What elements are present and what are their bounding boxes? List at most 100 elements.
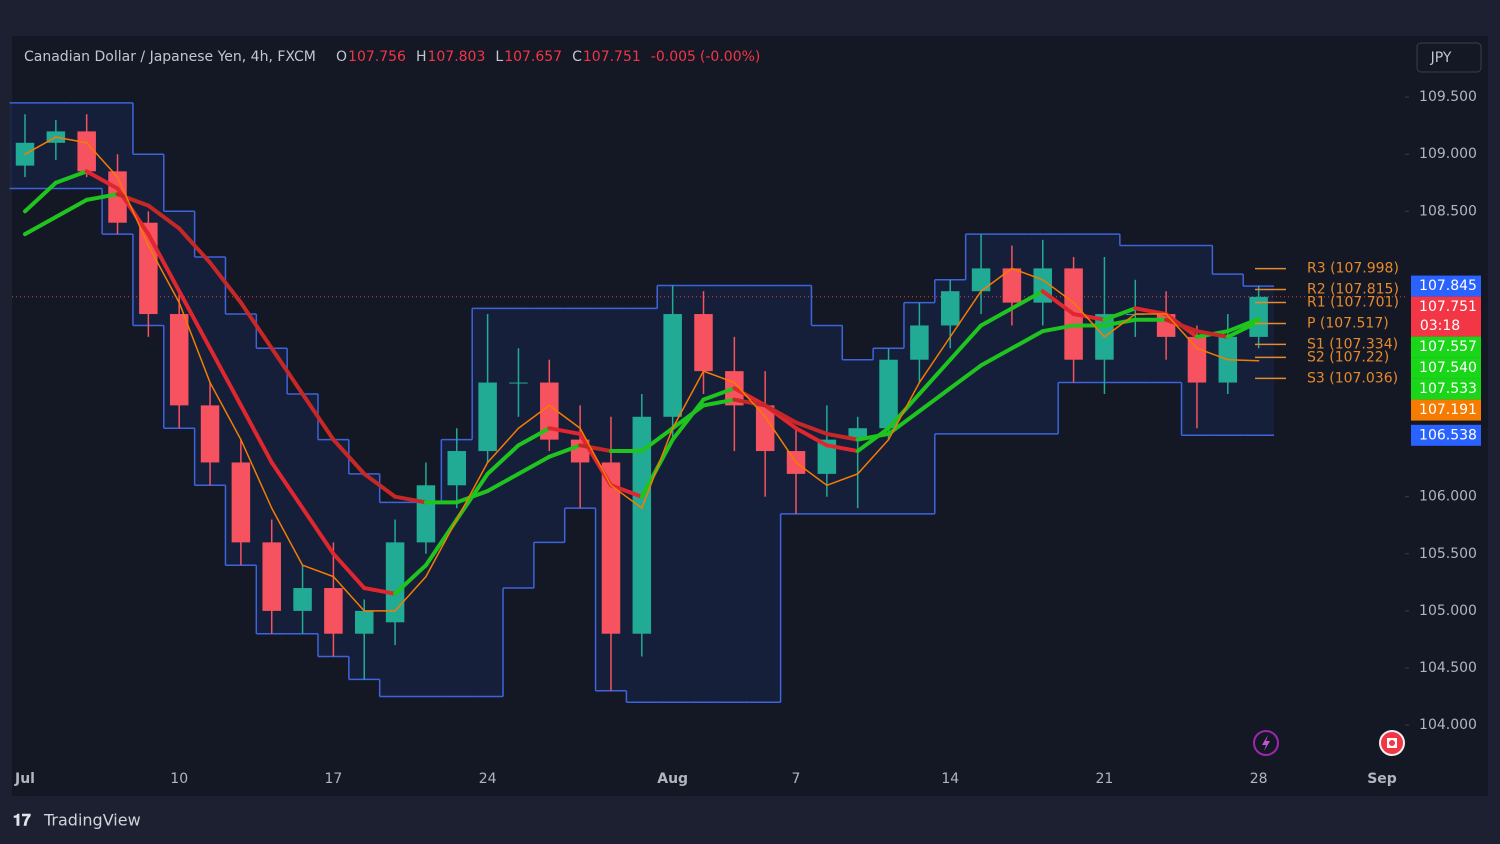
price-badge-label: 107.533 [1419, 381, 1477, 397]
moving-average [177, 289, 213, 351]
ohlc-readout: O 107.756 H 107.803 L 107.657 C 107.751 -0.005 (-… [336, 49, 760, 65]
pivot-label: R2 (107.815) [1307, 282, 1399, 298]
ohlc-value: 107.756 [348, 49, 406, 65]
moving-average [547, 426, 583, 436]
x-tick-label: Jul [14, 771, 35, 787]
change-percent: (-0.00%) [700, 49, 760, 65]
moving-average [608, 483, 644, 499]
y-tick-label: 105.500 [1419, 546, 1477, 562]
moving-average [1072, 301, 1106, 338]
price-badge [1411, 336, 1481, 358]
candle-body [231, 462, 251, 543]
candle-body [509, 382, 528, 384]
moving-average [53, 169, 89, 185]
moving-average [331, 437, 367, 476]
moving-average [178, 301, 211, 384]
moving-average [23, 215, 58, 237]
moving-average [425, 518, 458, 578]
price-badge [1411, 275, 1481, 297]
price-badge-label: 107.557 [1419, 339, 1477, 355]
pivot-label: P (107.517) [1307, 316, 1389, 332]
candle-body [1187, 336, 1207, 383]
moving-average [393, 494, 428, 505]
candle-body [293, 588, 312, 611]
price-badge-label: 107.751 [1419, 299, 1477, 315]
currency-button[interactable] [1416, 42, 1482, 73]
currency-label[interactable]: JPY [1430, 50, 1452, 66]
moving-average [795, 461, 828, 487]
moving-average [794, 426, 829, 448]
pivot-label: R3 (107.998) [1307, 261, 1399, 277]
candle-body [910, 325, 929, 360]
moving-average [855, 431, 891, 442]
x-tick-label: Aug [657, 771, 688, 787]
brand-logo: 𝟏𝟕 [13, 811, 31, 830]
moving-average [1040, 289, 1076, 317]
moving-average [147, 244, 180, 304]
moving-average [238, 300, 274, 351]
moving-average [949, 290, 982, 338]
moving-average [53, 197, 89, 220]
moving-average [979, 306, 1014, 328]
moving-average [701, 386, 737, 402]
moving-average [1011, 267, 1044, 281]
chart-panel [12, 36, 1488, 796]
x-tick-label: Sep [1367, 771, 1397, 787]
moving-average [1102, 306, 1138, 322]
moving-average [702, 370, 736, 384]
moving-average [454, 489, 490, 505]
x-tick-label: 14 [941, 771, 959, 787]
x-tick-label: 21 [1096, 771, 1114, 787]
event-icon[interactable] [1253, 730, 1279, 756]
moving-average [671, 370, 705, 429]
candle-body [478, 382, 497, 452]
moving-average [547, 443, 583, 459]
moving-average [1225, 319, 1261, 339]
moving-average [1102, 317, 1138, 328]
candle-body [169, 314, 189, 406]
moving-average [980, 267, 1013, 292]
moving-average [84, 192, 120, 202]
moving-average [115, 192, 151, 208]
y-tick-label: 105.000 [1419, 603, 1477, 619]
moving-average [23, 180, 58, 214]
moving-average [485, 471, 521, 494]
moving-average [1133, 306, 1169, 317]
moving-average [362, 586, 398, 596]
moving-average [764, 416, 797, 464]
moving-average [918, 336, 951, 384]
moving-average [824, 443, 860, 454]
moving-average [423, 517, 459, 568]
candle-body [1249, 296, 1268, 337]
moving-average [238, 403, 274, 465]
moving-average [456, 461, 489, 521]
moving-average [116, 176, 150, 247]
moving-average [578, 443, 613, 454]
pivot-label: S1 (107.334) [1307, 336, 1398, 352]
moving-average [887, 381, 921, 441]
plot [9, 96, 1409, 726]
moving-average [300, 391, 336, 442]
moving-average [1164, 317, 1199, 334]
moving-average [641, 427, 674, 509]
y-tick-label: 106.000 [1419, 489, 1477, 505]
moving-average [394, 575, 427, 612]
brand-name: TradingView [43, 811, 141, 830]
price-badge-label: 107.540 [1419, 360, 1477, 376]
x-tick-label: 28 [1250, 771, 1268, 787]
moving-average [85, 142, 119, 178]
candle-body [879, 359, 898, 429]
candle-body [940, 291, 960, 326]
moving-average [516, 454, 552, 476]
pivot-label: S3 (107.036) [1307, 370, 1398, 386]
candle-body [416, 485, 436, 543]
moving-average [1165, 313, 1198, 350]
flag-leaf [1389, 740, 1395, 746]
moving-average [733, 381, 766, 418]
ohlc-key: C [572, 49, 582, 65]
candle-body [971, 268, 991, 292]
lightning-glyph [1262, 735, 1270, 751]
ohlc-value: 107.657 [504, 49, 562, 65]
y-tick-label: 109.000 [1419, 146, 1477, 162]
moving-average [269, 460, 305, 511]
